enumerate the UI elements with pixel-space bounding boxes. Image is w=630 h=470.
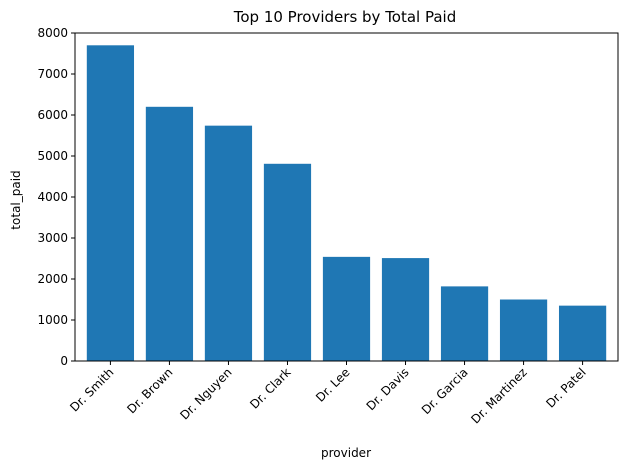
x-tick-label: Dr. Martinez	[468, 365, 529, 426]
bar-dr-clark	[263, 163, 312, 361]
y-tick-label: 8000	[37, 26, 68, 40]
y-axis-label: total_paid	[9, 170, 23, 229]
y-tick-label: 0	[60, 354, 68, 368]
x-tick-label: Dr. Brown	[124, 365, 175, 416]
x-tick-label: Dr. Patel	[543, 365, 588, 410]
y-tick-label: 6000	[37, 108, 68, 122]
bar-dr-brown	[145, 106, 194, 361]
bar-dr-lee	[322, 256, 371, 361]
x-tick-label: Dr. Garcia	[419, 365, 471, 417]
x-axis-ticks: Dr. Smith Dr. Brown Dr. Nguyen Dr. Clark Dr.…	[67, 361, 589, 427]
bars-group	[86, 45, 607, 362]
x-tick-label: Dr. Nguyen	[177, 365, 234, 422]
y-tick-label: 3000	[37, 231, 68, 245]
y-tick-label: 4000	[37, 190, 68, 204]
x-axis-label: provider	[321, 446, 371, 460]
bar-dr-martinez	[499, 299, 548, 361]
bar-dr-nguyen	[204, 125, 253, 361]
x-tick-label: Dr. Smith	[67, 365, 116, 414]
chart-title: Top 10 Providers by Total Paid	[233, 8, 457, 26]
x-tick-label: Dr. Lee	[313, 365, 353, 405]
bar-dr-garcia	[440, 286, 489, 361]
x-tick-label: Dr. Davis	[364, 365, 412, 413]
y-tick-label: 5000	[37, 149, 68, 163]
bar-dr-smith	[86, 45, 135, 362]
plot-frame	[74, 32, 619, 362]
y-tick-label: 2000	[37, 272, 68, 286]
y-tick-label: 1000	[37, 313, 68, 327]
bar-dr-davis	[381, 258, 430, 361]
y-tick-label: 7000	[37, 67, 68, 81]
y-axis-ticks: 0 1000 2000 3000 4000 5000 6000 7000 8000	[37, 26, 75, 368]
x-tick-label: Dr. Clark	[247, 365, 293, 411]
bar-dr-patel	[558, 305, 607, 361]
